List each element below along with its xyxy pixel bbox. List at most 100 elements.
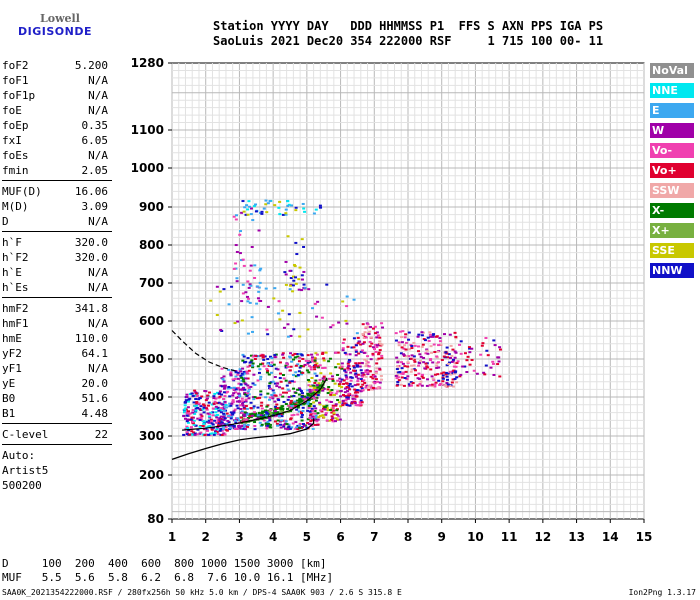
echo-point bbox=[350, 385, 354, 388]
echo-point bbox=[267, 373, 271, 376]
echo-point bbox=[313, 368, 317, 371]
echo-point bbox=[255, 285, 259, 288]
echo-point bbox=[235, 427, 239, 430]
echo-point bbox=[297, 424, 301, 427]
echo-point bbox=[273, 420, 277, 423]
legend-item-noval: NoVal bbox=[650, 63, 694, 78]
echo-point bbox=[220, 429, 224, 432]
echo-point bbox=[448, 384, 452, 387]
echo-point bbox=[240, 425, 244, 428]
echo-point bbox=[485, 349, 489, 352]
echo-point bbox=[322, 375, 326, 378]
echo-point bbox=[216, 426, 220, 429]
echo-point bbox=[370, 388, 374, 391]
echo-point bbox=[286, 428, 290, 431]
echo-point bbox=[353, 373, 357, 376]
echo-point bbox=[237, 386, 241, 389]
param-row: foE N/A bbox=[2, 103, 110, 118]
echo-point bbox=[418, 353, 422, 356]
echo-point bbox=[233, 322, 237, 325]
echo-point bbox=[298, 311, 302, 314]
echo-point bbox=[247, 388, 251, 391]
echo-point bbox=[219, 411, 223, 414]
echo-point bbox=[312, 356, 316, 359]
echo-point bbox=[444, 385, 448, 388]
echo-point bbox=[202, 411, 206, 414]
echo-point bbox=[285, 384, 289, 387]
echo-point bbox=[275, 385, 279, 388]
echo-point bbox=[420, 345, 424, 348]
echo-point bbox=[212, 433, 216, 436]
echo-point bbox=[361, 383, 365, 386]
echo-point bbox=[326, 388, 330, 391]
echo-point bbox=[250, 414, 254, 417]
echo-point bbox=[358, 365, 362, 368]
echo-point bbox=[269, 412, 273, 415]
legend-item-nne: NNE bbox=[650, 83, 694, 98]
echo-point bbox=[475, 372, 479, 375]
echo-point bbox=[205, 397, 209, 400]
echo-point bbox=[251, 355, 255, 358]
echo-point bbox=[366, 371, 370, 374]
echo-point bbox=[316, 300, 320, 303]
echo-point bbox=[193, 404, 197, 407]
echo-point bbox=[266, 362, 270, 365]
param-divider bbox=[2, 444, 112, 445]
echo-point bbox=[410, 384, 414, 387]
echo-point bbox=[286, 204, 290, 207]
echo-point bbox=[435, 355, 439, 358]
echo-point bbox=[305, 396, 309, 399]
echo-point bbox=[293, 356, 297, 359]
echo-point bbox=[196, 428, 200, 431]
echo-point bbox=[214, 411, 218, 414]
echo-point bbox=[324, 413, 328, 416]
echo-point bbox=[348, 353, 352, 356]
echo-point bbox=[280, 419, 284, 422]
echo-point bbox=[351, 394, 355, 397]
echo-point bbox=[209, 418, 213, 421]
echo-point bbox=[231, 399, 235, 402]
echo-point bbox=[439, 382, 443, 385]
echo-point bbox=[317, 391, 321, 394]
echo-point bbox=[404, 348, 408, 351]
echo-point bbox=[229, 374, 233, 377]
echo-point bbox=[396, 361, 400, 364]
echo-point bbox=[244, 400, 248, 403]
echo-point bbox=[334, 351, 338, 354]
param-name: hmF2 bbox=[2, 302, 29, 315]
echo-point bbox=[313, 412, 317, 415]
echo-point bbox=[404, 355, 408, 358]
echo-point bbox=[201, 408, 205, 411]
echo-point bbox=[253, 264, 257, 267]
param-value: 4.48 bbox=[81, 407, 109, 420]
echo-point bbox=[315, 374, 319, 377]
echo-point bbox=[491, 360, 495, 363]
echo-point bbox=[332, 409, 336, 412]
echo-point bbox=[244, 213, 248, 216]
echo-point bbox=[211, 414, 215, 417]
param-name: D bbox=[2, 215, 9, 228]
echo-point bbox=[431, 361, 435, 364]
echo-point bbox=[449, 373, 453, 376]
y-tick-label: 80 bbox=[147, 512, 164, 526]
echo-point bbox=[362, 337, 366, 340]
echo-point bbox=[208, 425, 212, 428]
echo-point bbox=[311, 392, 315, 395]
echo-point bbox=[249, 213, 253, 216]
echo-point bbox=[350, 402, 354, 405]
echo-point bbox=[308, 365, 312, 368]
echo-point bbox=[249, 360, 253, 363]
echo-point bbox=[344, 399, 348, 402]
echo-point bbox=[297, 360, 301, 363]
echo-point bbox=[266, 202, 270, 205]
echo-point bbox=[257, 290, 261, 293]
echo-point bbox=[246, 208, 250, 211]
echo-point bbox=[272, 297, 276, 300]
echo-point bbox=[312, 212, 316, 215]
echo-point bbox=[307, 380, 311, 383]
echo-point bbox=[404, 333, 408, 336]
echo-point bbox=[230, 415, 234, 418]
echo-point bbox=[273, 356, 277, 359]
echo-point bbox=[246, 392, 250, 395]
echo-point bbox=[355, 332, 359, 335]
